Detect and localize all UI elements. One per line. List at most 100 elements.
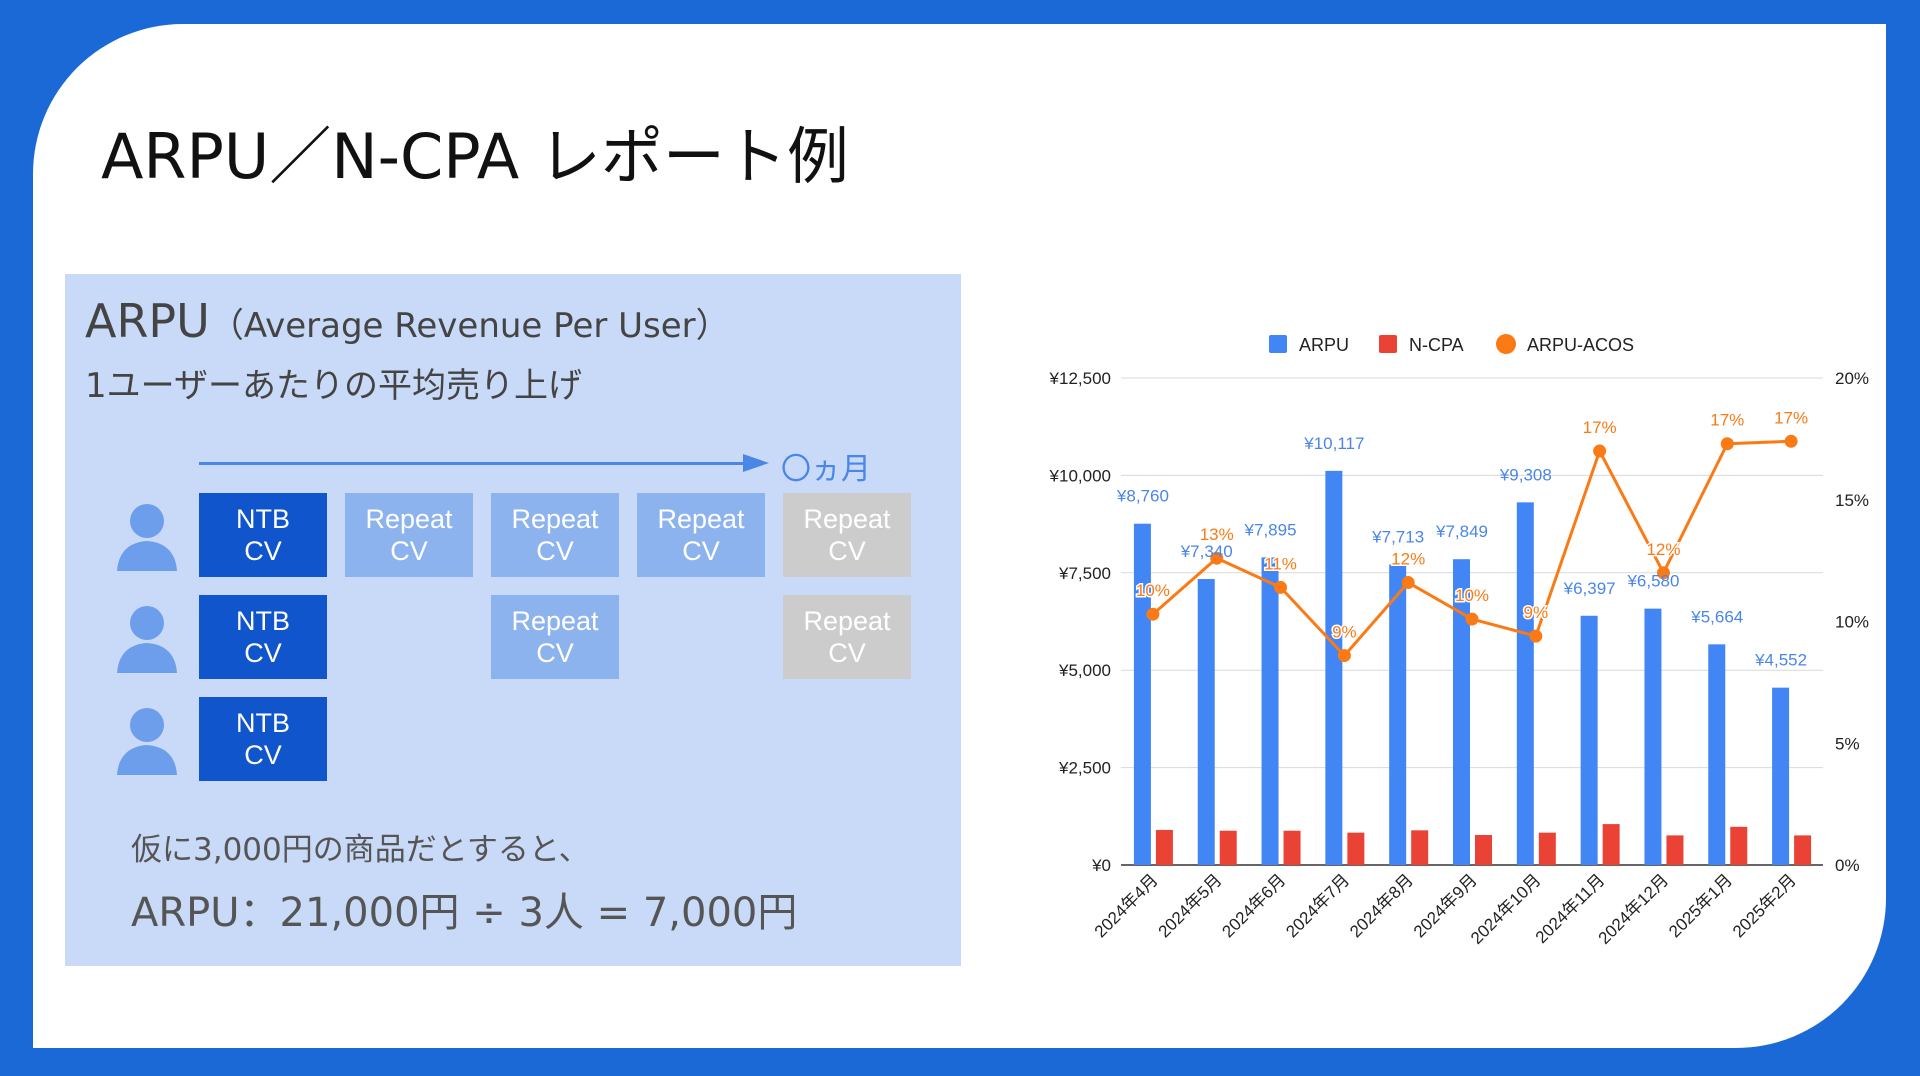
y-left-tick-label: ¥0 [1091,856,1111,875]
y-right-tick-label: 0% [1835,856,1860,875]
example-note: 仮に3,000円の商品だとすると、 [131,832,590,868]
acos-data-label: 12% [1391,550,1425,569]
repeat-cv-box: Repeat CV [637,493,765,577]
legend-entry: N-CPA [1409,335,1464,355]
arpu-bar [1644,608,1662,865]
acos-data-label: 12% [1646,540,1680,559]
x-tick-label: 2024年7月 [1282,870,1353,941]
arpu-data-label: ¥6,397 [1563,579,1616,598]
arpu-bar [1261,557,1279,865]
acos-data-label: 17% [1774,408,1808,427]
y-left-tick-label: ¥7,500 [1058,564,1111,583]
timeline-arrow-line [199,462,747,465]
slide: ARPU／N-CPA レポート例 ARPU（Average Revenue Pe… [33,24,1886,1048]
arpu-data-label: ¥7,340 [1180,542,1233,561]
user-icon [115,601,179,673]
repeat-cv-box: Repeat CV [345,493,473,577]
y-right-tick-label: 20% [1835,369,1869,388]
ntb-cv-box: NTB CV [199,493,327,577]
arpu-bar [1772,687,1790,865]
acos-data-label: 13% [1200,525,1234,544]
arpu-ncpa-chart: ¥0 ¥2,500 ¥5,000 ¥7,500 ¥10,000 ¥12,500 0% 5% 10… [1049,334,1869,948]
cv-box-label: NTB [236,708,290,738]
acos-point [1720,437,1734,451]
arpu-explanation-panel: ARPU（Average Revenue Per User） 1ユーザーあたりの… [65,274,961,966]
ncpa-bar [1347,832,1365,865]
legend-entry: ARPU [1299,335,1349,355]
panel-heading-paren: （Average Revenue Per User） [209,306,730,346]
cv-box-label: CV [536,536,574,566]
cv-box-label: Repeat [657,504,745,534]
repeat-cv-box: Repeat CV [491,595,619,679]
repeat-cv-box: Repeat CV [783,493,911,577]
acos-point [1465,612,1479,626]
acos-point [1593,444,1607,458]
x-tick-label: 2025年2月 [1729,870,1800,941]
y-left-tick-label: ¥12,500 [1049,369,1111,388]
acos-point [1656,566,1670,580]
arpu-data-label: ¥7,713 [1371,528,1424,547]
legend-swatch [1269,335,1287,353]
cv-box-label: CV [244,740,282,770]
ntb-cv-box: NTB CV [199,595,327,679]
arpu-data-label: ¥5,664 [1690,607,1743,626]
y-right-tick-label: 15% [1835,491,1869,510]
x-tick-label: 2025年1月 [1665,870,1736,941]
acos-data-label: 9% [1524,603,1549,622]
cv-box-label: Repeat [511,606,599,636]
acos-point [1401,576,1415,590]
panel-subheading: 1ユーザーあたりの平均売り上げ [85,366,582,406]
acos-point [1210,551,1224,565]
arpu-data-label: ¥10,117 [1303,434,1364,453]
arpu-bar [1325,470,1343,865]
user-icon [115,499,179,571]
cv-box-label: CV [828,536,866,566]
example-formula: ARPU：21,000円 ÷ 3人 = 7,000円 [131,890,798,936]
acos-point [1146,607,1160,621]
arpu-bar [1453,559,1470,865]
acos-point [1529,629,1543,643]
ncpa-bar [1155,829,1173,865]
arpu-bar [1133,523,1151,865]
y-left-tick-label: ¥10,000 [1049,466,1111,485]
cv-box-label: CV [536,638,574,668]
legend-swatch [1496,334,1516,354]
ncpa-bar [1219,830,1237,865]
acos-data-label: 9% [1332,623,1357,642]
cv-box-label: Repeat [803,504,891,534]
acos-point [1784,434,1798,448]
x-tick-label: 2024年5月 [1155,870,1226,941]
legend-swatch [1379,335,1397,353]
ncpa-bar [1666,835,1684,865]
cv-box-label: Repeat [803,606,891,636]
acos-point [1274,580,1288,594]
panel-heading: ARPU（Average Revenue Per User） [85,294,730,348]
ncpa-bar [1602,824,1620,865]
ncpa-bar [1730,826,1748,865]
arpu-bar [1708,644,1726,865]
repeat-cv-box: Repeat CV [783,595,911,679]
arpu-bar [1580,615,1598,865]
x-tick-label: 2024年8月 [1346,870,1417,941]
arpu-data-label: ¥6,580 [1626,572,1679,591]
x-tick-label: 2024年4月 [1091,870,1162,941]
cv-box-label: NTB [236,504,290,534]
cv-box-label: Repeat [511,504,599,534]
ncpa-bar [1411,830,1429,865]
timeline-label: 〇ヵ月 [781,452,871,487]
arpu-bar [1516,502,1534,865]
acos-data-label: 10% [1136,581,1170,600]
timeline-arrow-icon [743,454,769,472]
acos-data-label: 11% [1264,554,1297,573]
ncpa-bar [1538,832,1556,865]
cv-box-label: CV [244,638,282,668]
arpu-data-label: ¥9,308 [1499,465,1552,484]
user-icon [115,703,179,775]
arpu-data-label: ¥7,849 [1435,522,1488,541]
ntb-cv-box: NTB CV [199,697,327,781]
panel-heading-main: ARPU [85,294,210,348]
cv-box-label: Repeat [365,504,453,534]
acos-data-label: 17% [1710,411,1744,430]
y-left-tick-label: ¥2,500 [1058,759,1111,778]
y-right-tick-label: 10% [1835,613,1869,632]
